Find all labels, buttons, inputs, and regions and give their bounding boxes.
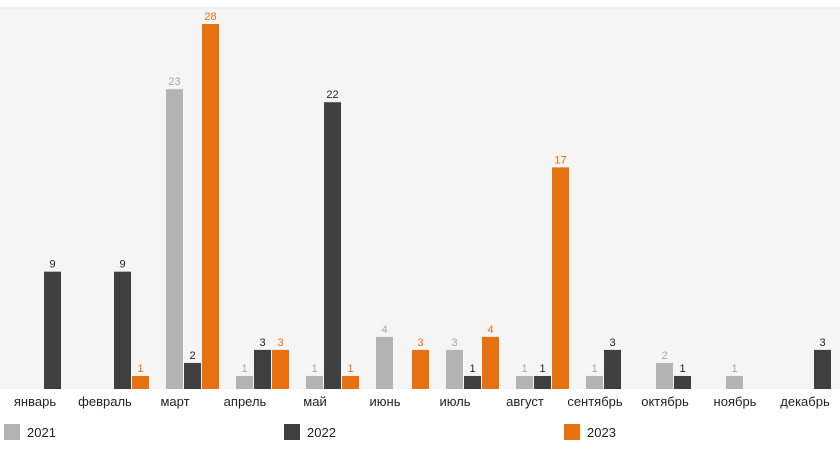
bar-2023-7 xyxy=(552,167,569,389)
bar-2022-6 xyxy=(464,375,481,389)
bar-label-2021-2: 23 xyxy=(168,76,180,88)
category-label-11: декабрь xyxy=(780,394,830,409)
bar-2022-9 xyxy=(674,375,691,389)
bar-2022-7 xyxy=(534,375,551,389)
bar-label-2023-7: 17 xyxy=(554,154,566,166)
bar-2021-9 xyxy=(656,362,673,389)
bar-label-2023-1: 1 xyxy=(137,363,143,375)
legend-swatch-2022 xyxy=(284,424,300,440)
bar-label-2021-6: 3 xyxy=(451,337,457,349)
bar-2021-2 xyxy=(166,89,183,389)
category-label-8: сентябрь xyxy=(567,394,623,409)
legend-swatch-2021 xyxy=(4,424,20,440)
bar-2023-6 xyxy=(482,336,499,389)
bar-label-2022-6: 1 xyxy=(469,363,475,375)
bar-2023-4 xyxy=(342,375,359,389)
bar-label-2022-4: 22 xyxy=(326,89,338,101)
category-label-1: февраль xyxy=(78,394,132,409)
bar-label-2022-8: 3 xyxy=(609,337,615,349)
category-label-0: январь xyxy=(14,394,56,409)
bar-label-2023-3: 3 xyxy=(277,337,283,349)
bar-label-2022-1: 9 xyxy=(119,259,125,271)
bar-2021-10 xyxy=(726,375,743,389)
plot-background xyxy=(0,8,840,389)
category-label-2: март xyxy=(160,394,189,409)
bar-label-2022-9: 1 xyxy=(679,363,685,375)
bar-label-2023-2: 28 xyxy=(204,11,216,23)
category-label-5: июнь xyxy=(370,394,401,409)
bar-label-2021-8: 1 xyxy=(591,363,597,375)
bar-label-2021-10: 1 xyxy=(731,363,737,375)
bar-2023-5 xyxy=(412,349,429,389)
bar-2023-3 xyxy=(272,349,289,389)
bar-2021-8 xyxy=(586,375,603,389)
legend: 2021 2022 2023 xyxy=(4,424,616,440)
bar-2022-4 xyxy=(324,102,341,389)
category-label-4: май xyxy=(303,394,326,409)
category-label-7: август xyxy=(506,394,544,409)
bar-2022-1 xyxy=(114,271,131,389)
bar-2022-3 xyxy=(254,349,271,389)
category-label-9: октябрь xyxy=(641,394,689,409)
bar-label-2021-9: 2 xyxy=(661,350,667,362)
category-label-6: июль xyxy=(439,394,470,409)
legend-label-2021: 2021 xyxy=(27,425,56,440)
bar-2021-4 xyxy=(306,375,323,389)
bar-2021-3 xyxy=(236,375,253,389)
bar-2022-11 xyxy=(814,349,831,389)
category-label-3: апрель xyxy=(224,394,267,409)
bars-group xyxy=(44,24,831,389)
bar-2022-0 xyxy=(44,271,61,389)
bar-2023-2 xyxy=(202,24,219,389)
legend-label-2022: 2022 xyxy=(307,425,336,440)
category-label-10: ноябрь xyxy=(714,394,757,409)
bar-label-2022-7: 1 xyxy=(539,363,545,375)
bar-label-2023-4: 1 xyxy=(347,363,353,375)
bar-label-2021-5: 4 xyxy=(381,324,387,336)
bar-label-2021-3: 1 xyxy=(241,363,247,375)
bar-2022-2 xyxy=(184,362,201,389)
bar-label-2023-5: 3 xyxy=(417,337,423,349)
bar-2021-7 xyxy=(516,375,533,389)
legend-label-2023: 2023 xyxy=(587,425,616,440)
bar-2023-1 xyxy=(132,375,149,389)
bar-label-2022-0: 9 xyxy=(49,259,55,271)
bar-2022-8 xyxy=(604,349,621,389)
bar-label-2022-3: 3 xyxy=(259,337,265,349)
bar-label-2023-6: 4 xyxy=(487,324,493,336)
bar-label-2022-11: 3 xyxy=(819,337,825,349)
bar-label-2021-7: 1 xyxy=(521,363,527,375)
bar-2021-6 xyxy=(446,349,463,389)
bar-label-2022-2: 2 xyxy=(189,350,195,362)
bar-label-2021-4: 1 xyxy=(311,363,317,375)
legend-swatch-2023 xyxy=(564,424,580,440)
category-labels-group: январь февраль март апрель май июнь июль август… xyxy=(14,394,830,409)
bar-2021-5 xyxy=(376,336,393,389)
